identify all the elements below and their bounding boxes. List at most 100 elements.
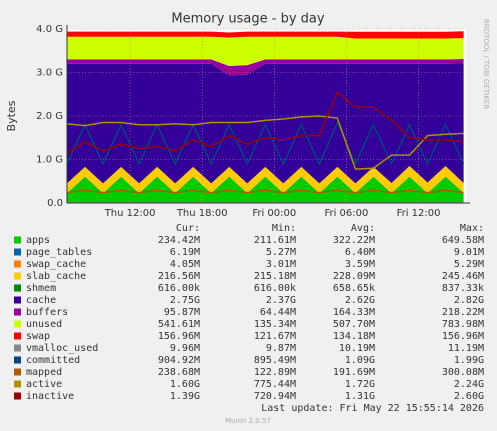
legend-swatch: [14, 332, 21, 340]
y-tick-label: 4.0 G: [36, 24, 63, 35]
legend-header: Min:: [272, 223, 296, 234]
y-tick-label: 2.0 G: [36, 111, 63, 122]
footer: Last update: Fri May 22 15:55:14 2026: [261, 403, 484, 414]
chart-title: Memory usage - by day: [171, 12, 324, 27]
legend-stat: 2.60G: [454, 391, 484, 402]
legend-stat: 191.69M: [333, 367, 375, 378]
legend-stat: 121.67M: [254, 331, 296, 342]
legend-stat: 234.42M: [158, 235, 200, 246]
legend-swatch: [14, 320, 21, 328]
legend-stat: 9.96M: [170, 343, 200, 354]
version: Munin 2.0.57: [225, 417, 271, 425]
legend-stat: 5.29M: [454, 259, 484, 270]
legend-stat: 837.33k: [442, 283, 484, 294]
line: [66, 115, 464, 170]
legend-stat: 211.61M: [254, 235, 296, 246]
legend-stat: 783.98M: [442, 319, 484, 330]
legend-stat: 775.44M: [254, 379, 296, 390]
legend-swatch: [14, 356, 21, 364]
legend-swatch: [14, 272, 21, 280]
legend-stat: 122.89M: [254, 367, 296, 378]
legend-stat: 2.82G: [454, 295, 484, 306]
legend-swatch: [14, 296, 21, 304]
legend-stat: 245.46M: [442, 271, 484, 282]
legend-stat: 1.09G: [345, 355, 375, 366]
legend-stat: 2.37G: [266, 295, 296, 306]
line: [66, 189, 464, 194]
legend-stat: 11.19M: [448, 343, 484, 354]
legend-stat: 9.87M: [266, 343, 296, 354]
legend-label: mapped: [26, 367, 62, 378]
legend-stat: 238.68M: [158, 367, 200, 378]
legend-stat: 904.92M: [158, 355, 200, 366]
y-axis-label: Bytes: [5, 100, 18, 131]
legend-label: buffers: [26, 307, 68, 318]
legend-stat: 507.70M: [333, 319, 375, 330]
legend-swatch: [14, 260, 21, 268]
legend-stat: 228.09M: [333, 271, 375, 282]
area: [67, 58, 464, 76]
area: [67, 31, 464, 39]
x-tick-label: Thu 18:00: [176, 208, 228, 219]
legend-label: slab_cache: [26, 271, 86, 282]
x-tick-label: Fri 00:00: [252, 208, 296, 219]
legend-label: committed: [26, 355, 80, 366]
legend-label: swap: [26, 331, 50, 342]
legend-stat: 1.72G: [345, 379, 375, 390]
legend-stat: 2.62G: [345, 295, 375, 306]
legend-stat: 649.58M: [442, 235, 484, 246]
x-tick-label: Thu 12:00: [104, 208, 156, 219]
legend-label: vmalloc_used: [26, 343, 98, 354]
legend-stat: 6.19M: [170, 247, 200, 258]
legend-swatch: [14, 368, 21, 376]
legend-stat: 134.18M: [333, 331, 375, 342]
legend-stat: 541.61M: [158, 319, 200, 330]
legend-stat: 215.18M: [254, 271, 296, 282]
legend-stat: 5.27M: [266, 247, 296, 258]
legend-stat: 64.44M: [260, 307, 296, 318]
x-tick-label: Fri 12:00: [397, 208, 441, 219]
legend-stat: 322.22M: [333, 235, 375, 246]
legend-label: active: [26, 379, 62, 390]
legend-stat: 9.01M: [454, 247, 484, 258]
area: [67, 166, 464, 193]
side-label: RRDTOOL / TOBI OETIKER: [482, 19, 490, 109]
legend-swatch: [14, 392, 21, 400]
legend-stat: 10.19M: [339, 343, 375, 354]
legend-label: shmem: [26, 283, 56, 294]
legend-stat: 616.00k: [254, 283, 296, 294]
legend-label: apps: [26, 235, 50, 246]
area: [67, 36, 464, 66]
x-tick-label: Fri 06:00: [324, 208, 368, 219]
legend-swatch: [14, 344, 21, 352]
legend-label: inactive: [26, 391, 74, 402]
legend-stat: 164.33M: [333, 307, 375, 318]
legend-stat: 3.59M: [345, 259, 375, 270]
legend-stat: 95.87M: [164, 307, 200, 318]
legend-label: page_tables: [26, 247, 92, 258]
legend-stat: 1.31G: [345, 391, 375, 402]
legend-stat: 616.00k: [158, 283, 200, 294]
legend-stat: 6.40M: [345, 247, 375, 258]
y-tick-label: 3.0 G: [36, 68, 63, 79]
legend-stat: 135.34M: [254, 319, 296, 330]
legend-swatch: [14, 308, 21, 316]
line: [66, 90, 464, 154]
legend-stat: 216.56M: [158, 271, 200, 282]
legend-swatch: [14, 380, 21, 388]
legend-stat: 2.24G: [454, 379, 484, 390]
legend-stat: 3.01M: [266, 259, 296, 270]
legend-stat: 300.08M: [442, 367, 484, 378]
legend-stat: 1.39G: [170, 391, 200, 402]
legend-label: swap_cache: [26, 259, 86, 270]
legend-stat: 4.05M: [170, 259, 200, 270]
legend-swatch: [14, 248, 21, 256]
legend-stat: 1.60G: [170, 379, 200, 390]
legend-label: cache: [26, 295, 56, 306]
legend-stat: 895.49M: [254, 355, 296, 366]
legend-swatch: [14, 236, 21, 244]
legend-label: unused: [26, 319, 62, 330]
legend-stat: 658.65k: [333, 283, 375, 294]
